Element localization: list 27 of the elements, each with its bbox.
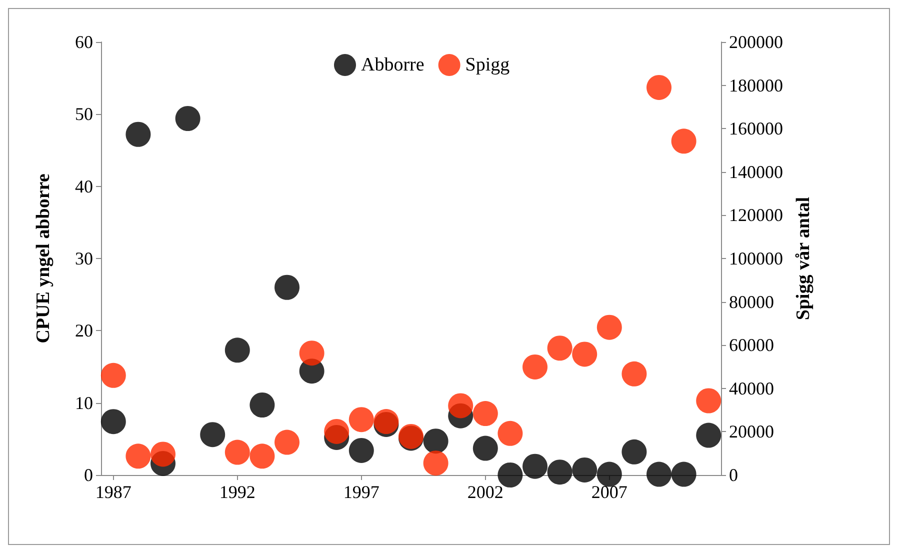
y2-tick-label: 80000 (729, 292, 774, 312)
y2-tick-label: 60000 (729, 335, 774, 356)
x-tick-label: 1987 (95, 482, 132, 502)
x-tick-label: 2007 (591, 482, 628, 502)
y2-axis-title: Spigg vår antal (792, 196, 814, 320)
y-tick-label: 30 (75, 248, 93, 268)
y-tick-label: 60 (75, 32, 93, 52)
y-tick-label: 50 (75, 104, 93, 124)
y-tick-label: 0 (84, 465, 93, 485)
y2-tick-label: 0 (729, 465, 738, 485)
x-tick-label: 1997 (343, 482, 380, 502)
y2-tick-label: 120000 (729, 205, 783, 226)
y-tick-label: 20 (75, 320, 93, 341)
y-axis-title: CPUE yngel abborre (33, 174, 54, 344)
legend-label: Abborre (361, 54, 424, 76)
y2-tick-label: 180000 (729, 75, 783, 96)
y2-tick-label: 160000 (729, 118, 783, 139)
y2-tick-label: 100000 (729, 248, 783, 268)
y2-tick-label: 200000 (729, 32, 783, 52)
legend-label: Spigg (465, 54, 510, 76)
y-tick-label: 40 (75, 176, 93, 196)
y2-tick-label: 40000 (729, 378, 774, 398)
x-tick-label: 1992 (219, 482, 256, 502)
x-tick-label: 2002 (467, 482, 504, 502)
y-tick-label: 10 (75, 392, 93, 413)
y2-tick-label: 20000 (729, 422, 774, 442)
y2-tick-label: 140000 (729, 162, 783, 182)
